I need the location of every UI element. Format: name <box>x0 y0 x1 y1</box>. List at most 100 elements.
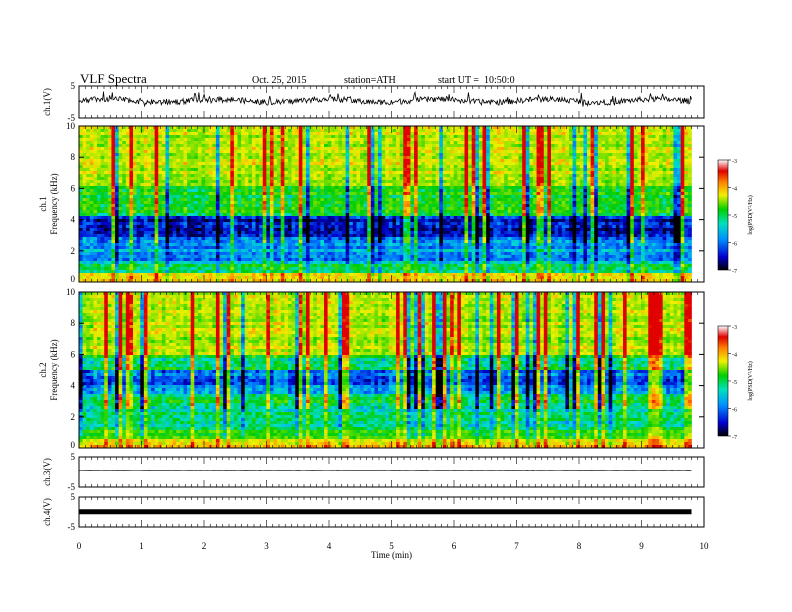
spectrogram-cell <box>666 165 671 169</box>
spectrogram-cell <box>262 183 267 187</box>
spectrogram-cell <box>125 177 130 181</box>
spectrogram-cell <box>677 153 682 157</box>
spectrogram-cell <box>460 141 465 145</box>
spectrogram-cell <box>532 138 537 142</box>
spectrogram-cell <box>655 165 660 169</box>
spectrogram-cell <box>460 201 465 205</box>
spectrogram-cell <box>327 177 332 181</box>
spectrogram-cell <box>428 150 433 154</box>
spectrogram-cell <box>468 174 473 178</box>
spectrogram-cell <box>666 126 671 130</box>
spectrogram-cell <box>406 210 411 214</box>
spectrogram-cell <box>583 171 588 175</box>
spectrogram-cell <box>399 198 404 202</box>
spectrogram-cell <box>565 174 570 178</box>
spectrogram-cell <box>687 138 692 142</box>
spectrogram-cell <box>579 195 584 199</box>
spectrogram-cell <box>93 132 98 136</box>
spectrogram-cell <box>172 144 177 148</box>
spectrogram-cell <box>388 183 393 187</box>
spectrogram-cell <box>561 210 566 214</box>
spectrogram-cell <box>615 141 620 145</box>
spectrogram-cell <box>446 174 451 178</box>
spectrogram-cell <box>576 189 581 193</box>
spectrogram-cell <box>414 156 419 160</box>
spectrogram-cell <box>673 189 678 193</box>
spectrogram-cell <box>136 159 141 163</box>
spectrogram-cell <box>529 207 534 211</box>
spectrogram-cell <box>554 177 559 181</box>
spectrogram-cell <box>360 201 364 205</box>
spectrogram-cell <box>259 204 264 208</box>
spectrogram-cell <box>104 132 109 136</box>
spectrogram-cell <box>439 174 444 178</box>
spectrogram-cell <box>680 195 685 199</box>
spectrogram-cell <box>399 174 404 178</box>
spectrogram-cell <box>468 135 473 139</box>
spectrogram-cell <box>183 165 188 169</box>
spectrogram-cell <box>104 153 109 157</box>
spectrogram-cell <box>511 207 516 211</box>
spectrogram-cell <box>187 207 192 211</box>
spectrogram-cell <box>630 129 635 133</box>
spectrogram-cell <box>478 207 483 211</box>
spectrogram-cell <box>154 165 159 169</box>
spectrogram-cell <box>615 195 620 199</box>
spectrogram-cell <box>89 177 94 181</box>
spectrogram-cell <box>273 156 278 160</box>
spectrogram-cell <box>594 165 599 169</box>
spectrogram-cell <box>244 165 249 169</box>
spectrogram-cell <box>558 177 563 181</box>
spectrogram-cell <box>655 141 660 145</box>
spectrogram-cell <box>637 153 642 157</box>
spectrogram-cell <box>414 126 419 130</box>
spectrogram-cell <box>356 126 361 130</box>
spectrogram-cell <box>385 174 390 178</box>
spectrogram-cell <box>169 141 174 145</box>
spectrogram-cell <box>226 183 231 187</box>
spectrogram-cell <box>597 162 602 166</box>
spectrogram-cell <box>547 126 552 130</box>
spectrogram-cell <box>529 168 534 172</box>
spectrogram-cell <box>255 147 260 151</box>
spectrogram-cell <box>324 189 328 193</box>
spectrogram-cell <box>536 192 541 196</box>
spectrogram-cell <box>172 198 177 202</box>
spectrogram-cell <box>569 204 573 208</box>
spectrogram-cell <box>554 135 559 139</box>
spectrogram-cell <box>378 150 382 154</box>
spectrogram-cell <box>558 171 563 175</box>
spectrogram-cell <box>219 150 224 154</box>
spectrogram-cell <box>262 159 267 163</box>
spectrogram-cell <box>396 138 401 142</box>
spectrogram-cell <box>410 201 415 205</box>
spectrogram-cell <box>313 195 318 199</box>
spectrogram-cell <box>392 189 397 193</box>
spectrogram-cell <box>608 168 613 172</box>
spectrogram-cell <box>601 174 606 178</box>
spectrogram-cell <box>79 180 83 184</box>
spectrogram-cell <box>327 126 332 130</box>
spectrogram-cell <box>125 156 130 160</box>
spectrogram-cell <box>284 162 289 166</box>
spectrogram-cell <box>626 168 631 172</box>
spectrogram-cell <box>615 177 620 181</box>
spectrogram-cell <box>626 162 631 166</box>
spectrogram-cell <box>287 168 292 172</box>
spectrogram-cell <box>396 162 401 166</box>
spectrogram-cell <box>514 195 519 199</box>
spectrogram-cell <box>547 168 552 172</box>
spectrogram-cell <box>122 144 127 148</box>
spectrogram-cell <box>233 162 238 166</box>
spectrogram-cell <box>435 153 440 157</box>
spectrogram-cell <box>262 207 267 211</box>
spectrogram-cell <box>244 141 249 145</box>
spectrogram-cell <box>338 192 343 196</box>
spectrogram-cell <box>309 192 314 196</box>
spectrogram-cell <box>471 159 476 163</box>
spectrogram-cell <box>334 171 339 175</box>
spectrogram-cell <box>572 168 577 172</box>
spectrogram-cell <box>414 177 419 181</box>
spectrogram-cell <box>633 159 638 163</box>
spectrogram-cell <box>406 201 411 205</box>
